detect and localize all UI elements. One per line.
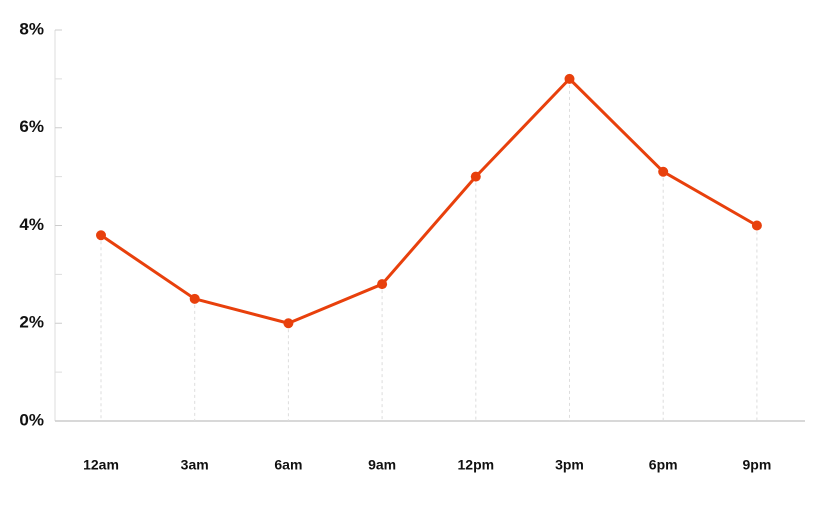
y-tick-label: 8% [19, 19, 44, 38]
x-tick-label: 9am [368, 457, 396, 473]
y-tick-label: 0% [19, 410, 44, 429]
x-tick-label: 9pm [743, 457, 772, 473]
x-tick-label: 3pm [555, 457, 584, 473]
y-tick-label: 6% [19, 117, 44, 136]
point [283, 318, 294, 329]
point [377, 279, 388, 290]
y-tick-label: 2% [19, 313, 44, 332]
point [564, 73, 575, 84]
y-tick-label: 4% [19, 215, 44, 234]
x-tick-label: 6pm [649, 457, 678, 473]
x-tick-label: 6am [274, 457, 302, 473]
x-tick-label: 12am [83, 457, 119, 473]
point [751, 220, 762, 231]
point [658, 166, 669, 177]
x-tick-label: 3am [181, 457, 209, 473]
point [470, 171, 481, 182]
line [100, 77, 758, 325]
point [189, 293, 200, 304]
x-tick-label: 12pm [458, 457, 495, 473]
point [96, 230, 106, 241]
